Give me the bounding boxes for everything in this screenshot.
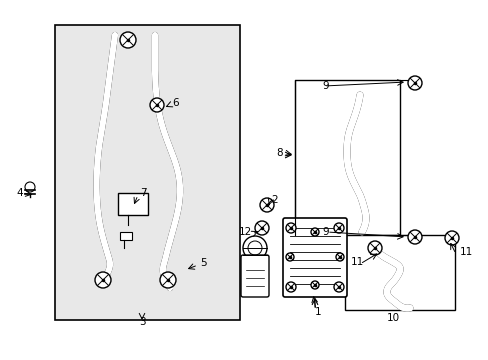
Text: 8: 8 [276,148,283,158]
Text: 7: 7 [140,188,146,198]
Circle shape [285,282,295,292]
Bar [345,235,454,310]
Circle shape [150,98,163,112]
Circle shape [120,32,136,48]
Circle shape [333,282,343,292]
Text: 3: 3 [139,317,145,327]
Bar [120,232,132,240]
Circle shape [160,272,176,288]
Text: 12: 12 [238,227,251,237]
Text: 4: 4 [17,188,23,198]
Circle shape [285,253,293,261]
Text: 2: 2 [270,195,277,205]
FancyBboxPatch shape [283,218,346,297]
FancyBboxPatch shape [241,255,268,297]
Text: 11: 11 [459,247,472,257]
Circle shape [335,253,343,261]
Text: 10: 10 [386,313,399,323]
Text: 6: 6 [172,98,178,108]
Bar [294,80,399,235]
Circle shape [95,272,111,288]
Text: 9: 9 [321,227,328,237]
Text: 11: 11 [350,257,363,267]
Text: 9: 9 [321,81,328,91]
Circle shape [407,76,421,90]
Circle shape [254,221,268,235]
Circle shape [367,241,381,255]
Text: 1: 1 [314,307,321,317]
Circle shape [444,231,458,245]
Circle shape [407,230,421,244]
Circle shape [243,236,266,260]
Circle shape [25,182,35,192]
Circle shape [260,198,273,212]
Circle shape [333,223,343,233]
Circle shape [310,281,318,289]
Circle shape [310,228,318,236]
Circle shape [285,223,295,233]
Text: 5: 5 [200,258,206,268]
Bar [55,25,240,320]
FancyBboxPatch shape [118,193,148,215]
